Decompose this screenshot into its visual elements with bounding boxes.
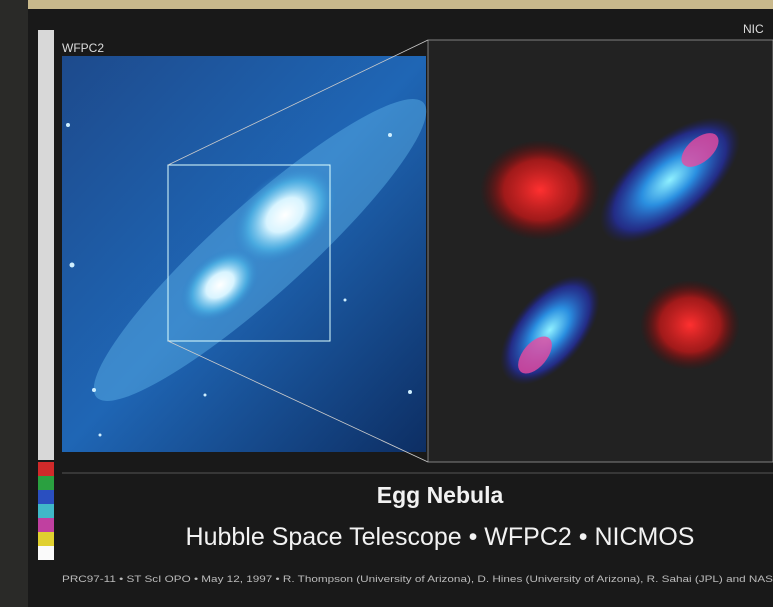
wfpc2-image xyxy=(62,56,454,452)
left-edge xyxy=(0,0,28,607)
panel-label: WFPC2 xyxy=(62,41,104,55)
top-edge xyxy=(0,0,773,9)
color-strip xyxy=(38,30,54,560)
poster-photo: WFPC2 NIC Egg Nebula Hubble Space Telesc… xyxy=(0,0,773,607)
subtitle: Hubble Space Telescope • WFPC2 • NICMOS xyxy=(186,523,695,551)
credit: PRC97-11 • ST ScI OPO • May 12, 1997 • R… xyxy=(62,574,773,584)
nicmos-image xyxy=(428,40,773,462)
page: WFPC2 NIC Egg Nebula Hubble Space Telesc… xyxy=(0,0,773,607)
panel-label: NIC xyxy=(743,22,764,36)
title: Egg Nebula xyxy=(377,482,504,508)
